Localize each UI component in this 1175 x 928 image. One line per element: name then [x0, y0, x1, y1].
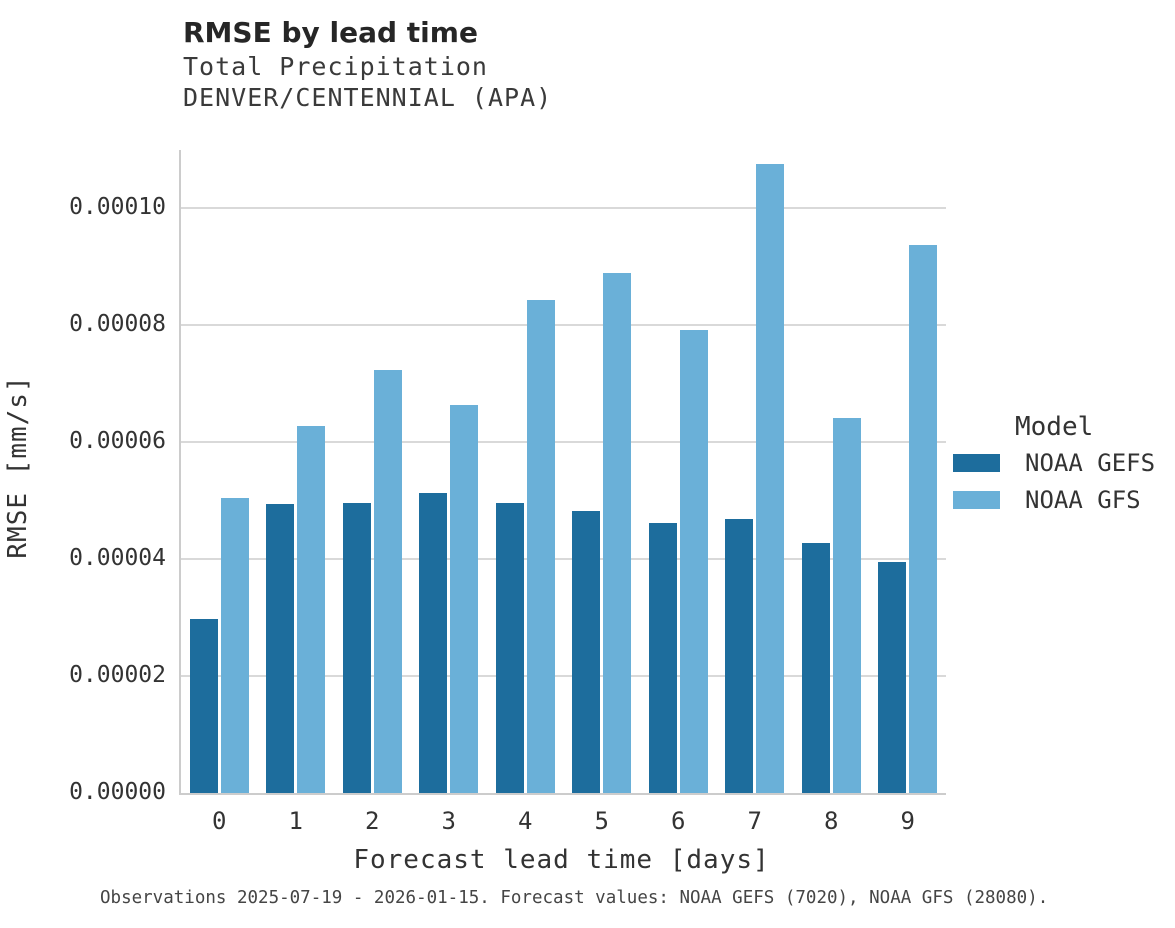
gridline	[181, 558, 946, 561]
legend-item: NOAA GFS	[953, 486, 1155, 514]
bar-noaa-gefs-day4	[495, 503, 524, 793]
x-tick-label: 0	[212, 807, 227, 835]
bar-noaa-gefs-day5	[572, 510, 601, 793]
bar-noaa-gefs-day6	[648, 522, 677, 793]
bar-noaa-gfs-day7	[756, 164, 785, 793]
y-tick-label: 0.00004	[69, 545, 166, 572]
gridline	[181, 441, 946, 444]
bar-noaa-gfs-day4	[526, 299, 555, 793]
bar-noaa-gefs-day8	[801, 542, 830, 793]
chart-subtitle-variable: Total Precipitation	[183, 52, 488, 81]
x-tick-label: 1	[288, 807, 303, 835]
legend: Model NOAA GEFS NOAA GFS	[953, 412, 1155, 528]
x-tick-label: 6	[671, 807, 686, 835]
bar-noaa-gfs-day0	[220, 497, 249, 793]
footnote-caption: Observations 2025-07-19 - 2026-01-15. Fo…	[100, 888, 1049, 908]
bar-noaa-gefs-day9	[878, 561, 907, 793]
gridline	[181, 324, 946, 327]
bar-noaa-gefs-day0	[189, 618, 218, 793]
bar-noaa-gfs-day2	[373, 369, 402, 793]
chart-title: RMSE by lead time	[183, 16, 478, 49]
legend-title: Model	[1015, 412, 1094, 442]
bar-noaa-gfs-day3	[450, 404, 479, 793]
bar-noaa-gfs-day6	[679, 330, 708, 793]
legend-item: NOAA GEFS	[953, 449, 1155, 477]
legend-swatch	[953, 454, 1000, 472]
x-axis-label: Forecast lead time [days]	[353, 845, 770, 875]
y-tick-label: 0.00006	[69, 428, 166, 455]
bar-noaa-gfs-day8	[832, 417, 861, 793]
bar-noaa-gfs-day5	[603, 272, 632, 793]
y-axis-label: RMSE [mm/s]	[3, 375, 33, 559]
x-tick-label: 3	[441, 807, 456, 835]
gridline	[181, 207, 946, 210]
y-tick-label: 0.00002	[69, 662, 166, 689]
gridline	[181, 675, 946, 678]
x-tick-label: 5	[594, 807, 609, 835]
y-tick-label: 0.00008	[69, 311, 166, 338]
bar-noaa-gfs-day1	[297, 425, 326, 793]
y-tick-label: 0.00000	[69, 779, 166, 805]
x-tick-label: 2	[365, 807, 380, 835]
y-tick-label: 0.00010	[69, 194, 166, 221]
bar-noaa-gefs-day3	[419, 493, 448, 793]
bar-noaa-gefs-day2	[342, 503, 371, 793]
bar-noaa-gefs-day1	[266, 503, 295, 793]
bar-noaa-gfs-day9	[909, 245, 938, 793]
bar-noaa-gefs-day7	[725, 518, 754, 793]
chart-subtitle-station: DENVER/CENTENNIAL (APA)	[183, 83, 553, 112]
x-tick-label: 4	[518, 807, 533, 835]
x-tick-label: 7	[747, 807, 762, 835]
legend-label: NOAA GEFS	[1025, 449, 1156, 477]
legend-label: NOAA GFS	[1025, 486, 1141, 514]
legend-swatch	[953, 491, 1000, 509]
plot-area: 0 1 2 3 4 5 6 7 8 9	[179, 150, 946, 835]
x-tick-label: 8	[824, 807, 839, 835]
x-tick-label: 9	[900, 807, 915, 835]
